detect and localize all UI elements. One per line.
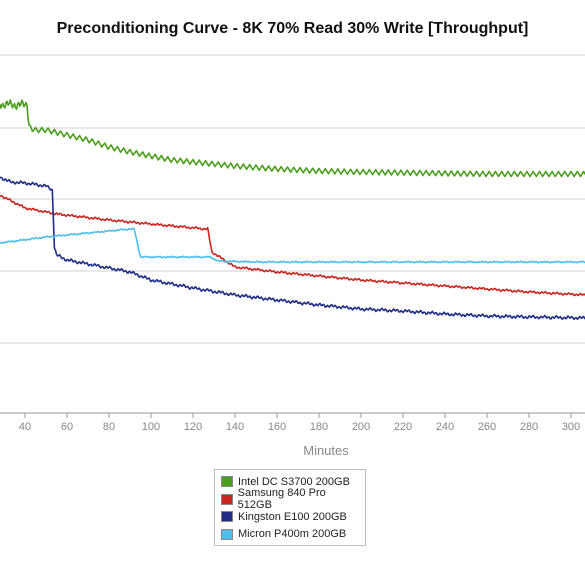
legend-item-kingston: Kingston E100 200GB xyxy=(221,508,359,526)
x-tick-label: 300 xyxy=(562,421,580,433)
series-kingston-line xyxy=(0,176,585,321)
series-micron-line xyxy=(0,227,585,264)
x-axis-label: Minutes xyxy=(303,443,349,458)
legend-label: Intel DC S3700 200GB xyxy=(238,475,350,488)
legend-swatch-icon xyxy=(221,511,233,523)
legend-swatch-icon xyxy=(221,493,233,505)
x-tick-label: 140 xyxy=(226,421,244,433)
x-tick-label: 200 xyxy=(352,421,370,433)
x-tick-label: 280 xyxy=(520,421,538,433)
legend-item-micron: Micron P400m 200GB xyxy=(221,526,359,544)
x-tick-label: 40 xyxy=(19,421,31,433)
legend-label: Micron P400m 200GB xyxy=(238,528,347,541)
legend-swatch-icon xyxy=(221,528,233,540)
x-tick-label: 60 xyxy=(61,421,73,433)
legend-item-samsung: Samsung 840 Pro 512GB xyxy=(221,487,359,511)
legend-item-intel: Intel DC S3700 200GB xyxy=(221,473,359,491)
legend-swatch-icon xyxy=(221,476,233,488)
legend-label: Samsung 840 Pro 512GB xyxy=(237,487,326,512)
legend-label: Kingston E100 200GB xyxy=(238,510,347,523)
series-samsung-line xyxy=(0,194,585,297)
x-tick-label: 180 xyxy=(310,421,328,433)
x-tick-label: 160 xyxy=(268,421,286,433)
x-tick-label: 240 xyxy=(436,421,454,433)
x-tick-label: 100 xyxy=(142,421,160,433)
series-intel-line xyxy=(0,99,585,178)
x-tick-label: 220 xyxy=(394,421,412,433)
legend: Intel DC S3700 200GB Samsung 840 Pro 512… xyxy=(214,469,366,546)
x-tick-label: 260 xyxy=(478,421,496,433)
x-tick-label: 80 xyxy=(103,421,115,433)
chart-title: Preconditioning Curve - 8K 70% Read 30% … xyxy=(56,20,529,37)
x-tick-label: 120 xyxy=(184,421,202,433)
